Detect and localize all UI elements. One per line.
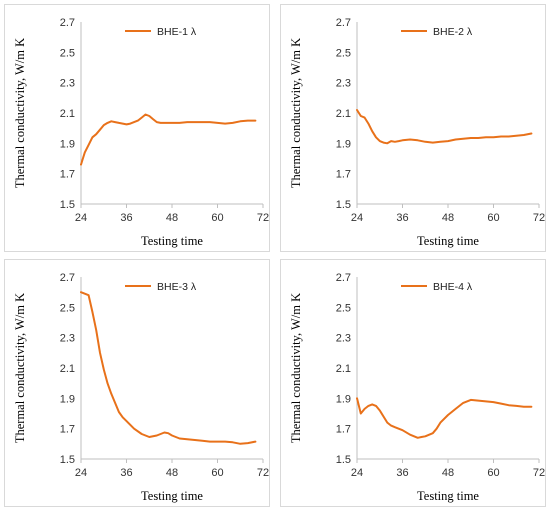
x-tick-label: 24 <box>351 212 363 224</box>
x-tick-label: 72 <box>533 212 545 224</box>
y-tick-label: 2.3 <box>60 78 75 90</box>
series-line <box>80 291 257 445</box>
chart-panel-bhe-1: 24 36 48 60 72 1.5 1.7 1.9 2.1 2.3 2.5 2.7 Testing t… <box>4 4 270 252</box>
series-line <box>356 109 533 145</box>
y-tick-label: 2.7 <box>60 272 75 284</box>
y-tick-label: 2.5 <box>336 302 351 314</box>
y-axis-title: Thermal conductivity, W/m K <box>289 293 303 443</box>
y-tick-label: 1.5 <box>60 454 75 466</box>
y-tick-label: 2.5 <box>60 302 75 314</box>
y-tick-label: 2.1 <box>336 108 351 120</box>
legend-label: BHE-3 λ <box>157 281 197 293</box>
y-tick-label: 2.5 <box>60 47 75 59</box>
y-tick-label: 2.3 <box>336 78 351 90</box>
x-tick-label: 48 <box>442 212 454 224</box>
chart-svg-bhe-4: 24 36 48 60 72 1.5 1.7 1.9 2.1 2.3 2.5 2.7 Testing t… <box>289 272 545 503</box>
y-tick-label: 2.1 <box>60 108 75 120</box>
y-tick-label: 1.7 <box>60 169 75 181</box>
y-tick-label: 2.5 <box>336 47 351 59</box>
x-axis-title: Testing time <box>417 234 479 248</box>
y-tick-label: 1.5 <box>336 199 351 211</box>
x-axis-title: Testing time <box>417 489 479 503</box>
chart-panel-bhe-2: 24 36 48 60 72 1.5 1.7 1.9 2.1 2.3 2.5 2.7 Testing t… <box>280 4 546 252</box>
x-tick-label: 60 <box>211 212 223 224</box>
y-tick-label: 2.1 <box>60 363 75 375</box>
x-tick-label: 60 <box>487 212 499 224</box>
chart-svg-bhe-3: 24 36 48 60 72 1.5 1.7 1.9 2.1 2.3 2.5 2.7 Testing t… <box>13 272 269 503</box>
y-tick-label: 1.9 <box>336 393 351 405</box>
x-tick-label: 72 <box>257 212 269 224</box>
y-tick-label: 1.5 <box>60 199 75 211</box>
y-axis-title: Thermal conductivity, W/m K <box>13 38 27 188</box>
chart-panel-bhe-4: 24 36 48 60 72 1.5 1.7 1.9 2.1 2.3 2.5 2.7 Testing t… <box>280 259 546 507</box>
chart-panel-bhe-3: 24 36 48 60 72 1.5 1.7 1.9 2.1 2.3 2.5 2.7 Testing t… <box>4 259 270 507</box>
y-tick-label: 2.1 <box>336 363 351 375</box>
x-tick-label: 72 <box>257 467 269 479</box>
x-tick-label: 24 <box>351 467 363 479</box>
y-tick-label: 2.7 <box>60 17 75 29</box>
x-tick-label: 36 <box>396 467 408 479</box>
legend-label: BHE-2 λ <box>433 26 473 38</box>
x-tick-label: 48 <box>442 467 454 479</box>
x-tick-label: 48 <box>166 467 178 479</box>
series-line <box>80 113 257 166</box>
y-axis-title: Thermal conductivity, W/m K <box>13 293 27 443</box>
chart-svg-bhe-1: 24 36 48 60 72 1.5 1.7 1.9 2.1 2.3 2.5 2.7 Testing t… <box>13 17 269 248</box>
y-tick-label: 1.9 <box>60 138 75 150</box>
x-axis-title: Testing time <box>141 489 203 503</box>
x-tick-label: 36 <box>120 212 132 224</box>
x-axis-title: Testing time <box>141 234 203 248</box>
y-tick-label: 1.9 <box>336 138 351 150</box>
series-line <box>356 397 533 439</box>
y-tick-label: 1.7 <box>60 424 75 436</box>
chart-svg-bhe-2: 24 36 48 60 72 1.5 1.7 1.9 2.1 2.3 2.5 2.7 Testing t… <box>289 17 545 248</box>
x-tick-label: 36 <box>120 467 132 479</box>
x-tick-label: 72 <box>533 467 545 479</box>
x-tick-label: 24 <box>75 467 87 479</box>
legend-label: BHE-1 λ <box>157 26 197 38</box>
y-tick-label: 2.7 <box>336 272 351 284</box>
y-tick-label: 1.9 <box>60 393 75 405</box>
y-tick-label: 2.7 <box>336 17 351 29</box>
y-tick-label: 2.3 <box>336 333 351 345</box>
x-tick-label: 60 <box>487 467 499 479</box>
y-tick-label: 1.5 <box>336 454 351 466</box>
y-tick-label: 2.3 <box>60 333 75 345</box>
y-tick-label: 1.7 <box>336 424 351 436</box>
x-tick-label: 60 <box>211 467 223 479</box>
x-tick-label: 48 <box>166 212 178 224</box>
legend-label: BHE-4 λ <box>433 281 473 293</box>
y-tick-label: 1.7 <box>336 169 351 181</box>
x-tick-label: 36 <box>396 212 408 224</box>
y-axis-title: Thermal conductivity, W/m K <box>289 38 303 188</box>
x-tick-label: 24 <box>75 212 87 224</box>
